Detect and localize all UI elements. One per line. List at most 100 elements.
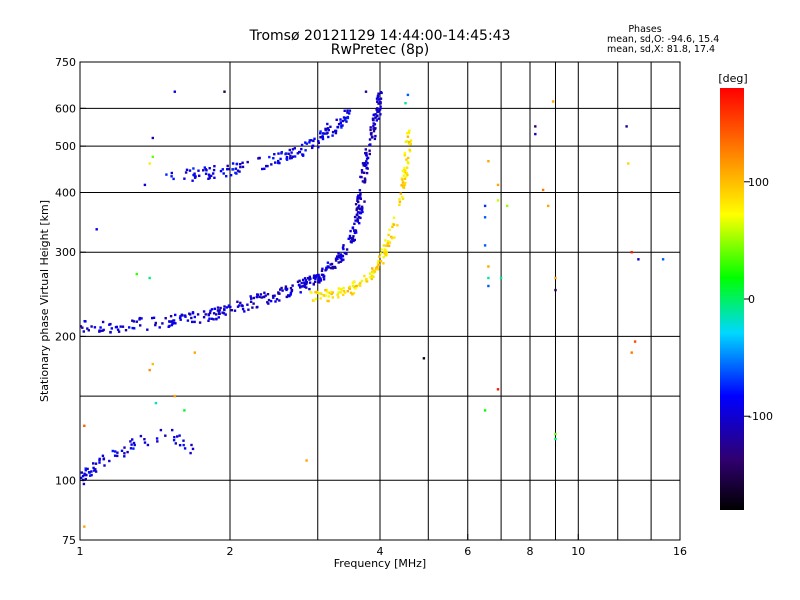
axis-ticks: 1 2 4 6 8 10 16 75 100 200 300 400 500 600 750 bbox=[55, 56, 687, 558]
echo-point bbox=[633, 340, 637, 343]
echo-point bbox=[343, 119, 347, 122]
echo-point bbox=[369, 276, 372, 279]
echo-point bbox=[288, 148, 291, 152]
echo-point bbox=[296, 280, 300, 283]
echo-point bbox=[356, 214, 359, 217]
echo-point bbox=[316, 290, 319, 294]
echo-point bbox=[305, 281, 308, 284]
colorbar-tick-label: 100 bbox=[748, 176, 769, 189]
echo-point bbox=[325, 288, 328, 292]
echo-point bbox=[323, 275, 326, 278]
echo-point bbox=[258, 295, 261, 299]
echo-point bbox=[308, 139, 311, 142]
echo-point bbox=[372, 124, 375, 128]
echo-point bbox=[305, 459, 308, 462]
echo-point bbox=[164, 434, 167, 437]
echo-point bbox=[403, 177, 407, 180]
echo-point bbox=[298, 279, 301, 282]
y-tick-label: 600 bbox=[55, 102, 76, 115]
echo-point bbox=[311, 144, 314, 148]
echo-point bbox=[273, 153, 276, 156]
echo-point bbox=[380, 91, 383, 95]
echo-point bbox=[391, 236, 394, 240]
echo-point bbox=[191, 179, 194, 182]
echo-point bbox=[342, 244, 345, 247]
echo-point bbox=[198, 321, 202, 324]
echo-point bbox=[143, 183, 147, 187]
echo-point bbox=[380, 248, 383, 251]
echo-point bbox=[303, 281, 306, 284]
echo-point bbox=[398, 203, 401, 207]
x-tick-label: 6 bbox=[464, 545, 471, 558]
echo-point bbox=[183, 177, 186, 180]
echo-point bbox=[284, 152, 288, 155]
echo-point bbox=[319, 132, 322, 135]
echo-point bbox=[171, 428, 174, 432]
echo-point bbox=[356, 199, 359, 202]
echo-point bbox=[188, 169, 192, 172]
echo-point bbox=[131, 438, 134, 441]
echo-point bbox=[368, 138, 372, 141]
echo-point bbox=[154, 323, 157, 327]
echo-point bbox=[114, 326, 118, 329]
echo-point bbox=[83, 320, 86, 323]
echo-point bbox=[487, 276, 490, 280]
echo-point bbox=[400, 184, 403, 187]
echo-point bbox=[404, 102, 407, 105]
echo-point bbox=[185, 168, 189, 171]
echo-point bbox=[193, 320, 196, 324]
echo-point bbox=[249, 300, 253, 303]
echo-point bbox=[329, 263, 332, 266]
echo-point bbox=[326, 261, 330, 264]
echo-point bbox=[174, 313, 177, 317]
echo-point bbox=[224, 313, 227, 316]
echo-point bbox=[123, 455, 126, 458]
echo-point bbox=[135, 272, 138, 276]
echo-point bbox=[285, 156, 289, 159]
echo-point bbox=[327, 128, 330, 132]
echo-point bbox=[93, 469, 96, 472]
echo-point bbox=[140, 317, 143, 320]
echo-point bbox=[363, 274, 366, 278]
echo-point bbox=[319, 279, 322, 282]
echo-point bbox=[338, 287, 342, 291]
echo-point bbox=[379, 100, 382, 104]
echo-point bbox=[221, 168, 224, 171]
echo-point bbox=[196, 313, 200, 316]
echo-point bbox=[346, 109, 349, 112]
echo-point bbox=[326, 290, 329, 294]
echo-point bbox=[331, 265, 335, 269]
echo-point bbox=[406, 173, 409, 177]
echo-point bbox=[310, 139, 313, 142]
echo-point bbox=[337, 296, 340, 299]
echo-point bbox=[354, 203, 358, 206]
echo-point bbox=[188, 312, 191, 315]
echo-point bbox=[630, 251, 633, 254]
echo-point bbox=[377, 102, 380, 105]
echo-point bbox=[86, 327, 89, 330]
echo-point bbox=[79, 325, 83, 328]
echo-point bbox=[229, 174, 233, 177]
echo-point bbox=[336, 257, 339, 260]
echo-point bbox=[337, 261, 340, 264]
echo-point bbox=[372, 113, 375, 117]
echo-point bbox=[233, 309, 237, 312]
echo-point bbox=[285, 295, 288, 299]
echo-point bbox=[483, 244, 487, 247]
echo-point bbox=[496, 183, 500, 187]
echo-point bbox=[371, 267, 374, 270]
echo-point bbox=[239, 165, 242, 169]
echo-point bbox=[86, 467, 89, 471]
echo-point bbox=[231, 162, 235, 165]
echo-point bbox=[173, 394, 176, 398]
echo-point bbox=[204, 313, 207, 316]
echo-point bbox=[340, 126, 343, 129]
echo-point bbox=[379, 105, 382, 108]
echo-point bbox=[372, 119, 375, 122]
echo-point bbox=[358, 189, 362, 192]
echo-point bbox=[330, 262, 334, 266]
echo-point bbox=[369, 126, 372, 129]
chart-title: Tromsø 20121129 14:44:00-14:45:43 bbox=[249, 28, 511, 44]
echo-point bbox=[403, 151, 406, 155]
